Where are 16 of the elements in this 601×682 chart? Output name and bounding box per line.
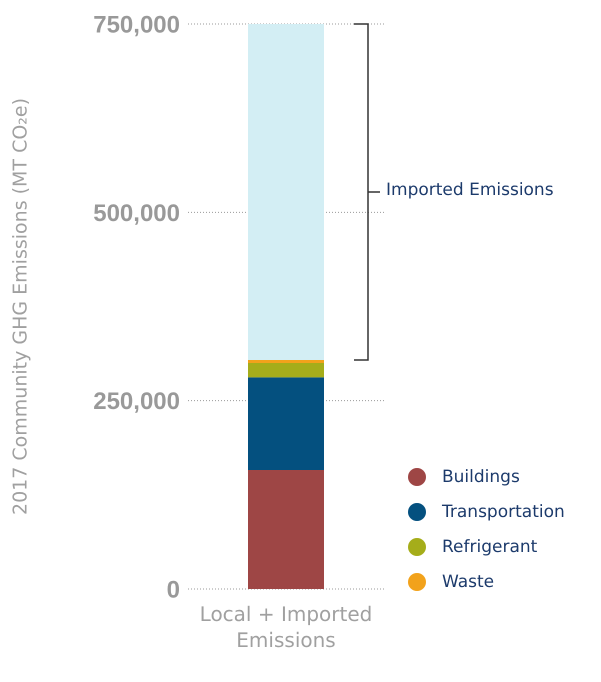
- text: Imported Emissions: [386, 180, 554, 200]
- bar: [248, 24, 324, 360]
- legend-label: Waste: [442, 572, 494, 592]
- bar: [248, 360, 324, 363]
- legend-label: Buildings: [442, 466, 520, 486]
- y-axis-title: 2017 Community GHG Emissions (MT CO₂e): [10, 98, 32, 516]
- y-tick-label: 0: [166, 576, 180, 604]
- y-tick-label: 250,000: [93, 388, 180, 416]
- legend-label: Transportation: [442, 502, 565, 522]
- x-tick-label: Local + Imported Emissions: [200, 602, 372, 652]
- y-tick-label: 750,000: [93, 12, 180, 39]
- bar: [248, 377, 324, 470]
- y-tick-label: 500,000: [93, 200, 180, 227]
- legend-label: Refrigerant: [442, 536, 538, 556]
- bar: [248, 363, 324, 378]
- bar: [248, 470, 324, 589]
